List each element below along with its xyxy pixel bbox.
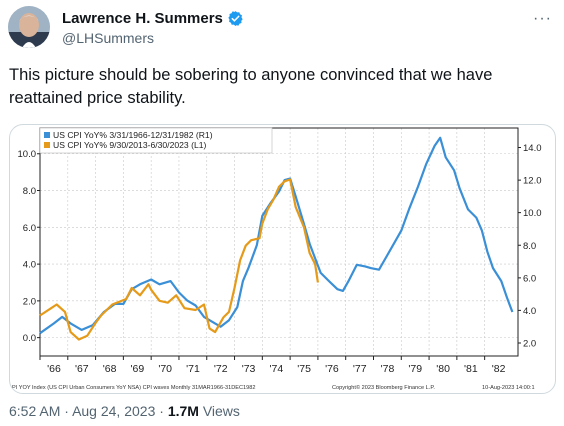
chart-grid — [39, 128, 518, 356]
right-axis-ticks: 2.0 4.0 6.0 8.0 10.0 12.0 14.0 — [518, 143, 542, 349]
views-label: Views — [202, 403, 240, 419]
x-tick-label: '81 — [464, 363, 478, 375]
x-tick-label: '68 — [103, 363, 117, 375]
x-tick-label: '79 — [408, 363, 422, 375]
left-tick-label: 2.0 — [23, 296, 36, 307]
x-axis-ticks: '66 '67 '68 '69 '70 '71 '72 '73 '74 '75 '76 '77 '78 '… — [39, 356, 506, 375]
tweet-media-chart[interactable]: 0.0 2.0 4.0 6.0 8.0 10.0 2.0 4.0 6.0 8.0 10.0 12.0… — [9, 124, 556, 394]
avatar[interactable] — [8, 6, 50, 48]
right-tick-label: 8.0 — [523, 241, 536, 252]
right-tick-label: 4.0 — [523, 306, 536, 317]
source-note-date: 10-Aug-2023 14:00:1 — [482, 385, 535, 391]
left-tick-label: 4.0 — [23, 260, 36, 271]
x-tick-label: '82 — [492, 363, 506, 375]
cpi-chart: 0.0 2.0 4.0 6.0 8.0 10.0 2.0 4.0 6.0 8.0 10.0 12.0… — [12, 127, 542, 391]
x-tick-label: '72 — [214, 363, 228, 375]
tweet-time[interactable]: 6:52 AM — [9, 403, 61, 419]
source-note-left: PI YOY Index (US CPI Urban Consumers YoY… — [12, 385, 255, 391]
left-tick-label: 10.0 — [18, 149, 37, 160]
x-tick-label: '75 — [297, 363, 311, 375]
left-axis-ticks: 0.0 2.0 4.0 6.0 8.0 10.0 — [18, 149, 40, 344]
legend-swatch-1 — [44, 132, 50, 138]
legend-swatch-2 — [44, 142, 50, 148]
tweet-text: This picture should be sobering to anyon… — [9, 66, 493, 107]
right-tick-label: 10.0 — [523, 208, 542, 219]
verified-badge-icon — [228, 11, 243, 26]
tweet-footer: 6:52 AM · Aug 24, 2023 · 1.7M Views — [9, 403, 240, 419]
series-line-1966-1982 — [39, 136, 514, 335]
legend-label-2: US CPI YoY% 9/30/2013-6/30/2023 (L1) — [53, 140, 206, 150]
plot-frame — [39, 127, 519, 357]
author-display-name[interactable]: Lawrence H. Summers — [62, 10, 223, 27]
x-tick-label: '70 — [158, 363, 172, 375]
left-tick-label: 8.0 — [23, 186, 36, 197]
views-count: 1.7M — [167, 403, 199, 419]
right-tick-label: 14.0 — [523, 143, 542, 154]
footer-separator-2: · — [159, 403, 164, 419]
avatar-portrait-icon — [8, 6, 50, 48]
x-tick-label: '80 — [436, 363, 450, 375]
x-tick-label: '66 — [47, 363, 61, 375]
legend-box — [39, 127, 273, 154]
chart-legend: US CPI YoY% 3/31/1966-12/31/1982 (R1) US… — [39, 127, 273, 154]
legend-label-1: US CPI YoY% 3/31/1966-12/31/1982 (R1) — [53, 130, 213, 140]
author-name-row: Lawrence H. Summers — [62, 10, 244, 27]
x-tick-label: '78 — [381, 363, 395, 375]
right-tick-label: 2.0 — [523, 338, 536, 349]
x-tick-label: '74 — [269, 363, 283, 375]
x-tick-label: '71 — [186, 363, 200, 375]
series-line-2013-2023 — [39, 178, 319, 341]
x-tick-label: '73 — [242, 363, 256, 375]
x-tick-label: '67 — [75, 363, 89, 375]
tweet-date[interactable]: Aug 24, 2023 — [72, 403, 156, 419]
x-tick-label: '77 — [353, 363, 367, 375]
source-note-copyright: Copyright© 2023 Bloomberg Finance L.P. — [332, 384, 435, 391]
footer-separator: · — [64, 403, 69, 419]
right-tick-label: 12.0 — [523, 176, 542, 187]
x-tick-label: '69 — [131, 363, 145, 375]
author-handle[interactable]: @LHSummers — [62, 30, 155, 46]
tweet-header: Lawrence H. Summers @LHSummers ··· — [8, 6, 556, 50]
left-tick-label: 0.0 — [23, 333, 36, 344]
x-tick-label: '76 — [325, 363, 339, 375]
left-tick-label: 6.0 — [23, 223, 36, 234]
more-options-icon[interactable]: ··· — [533, 10, 552, 27]
right-tick-label: 6.0 — [523, 273, 536, 284]
